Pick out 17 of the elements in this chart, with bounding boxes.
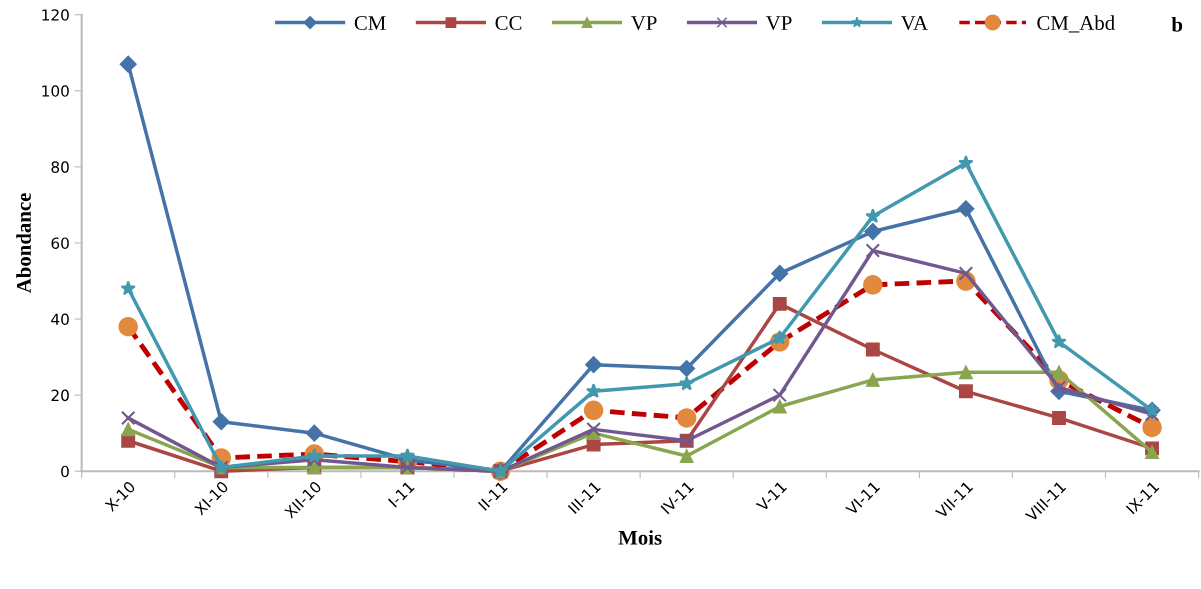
legend-label: VP <box>631 16 657 31</box>
x-tick-label: I-11 <box>388 480 415 508</box>
legend-label: CM <box>354 16 386 30</box>
legend-label: CC <box>495 16 522 30</box>
y-tick-label: 20 <box>51 389 69 402</box>
y-axis-title: Abondance <box>16 193 31 294</box>
x-axis-title: Mois <box>618 530 662 545</box>
annotation: b <box>1171 17 1183 32</box>
y-tick-label: 60 <box>51 237 69 249</box>
legend-label: VP <box>765 16 792 31</box>
y-tick-label: 0 <box>61 465 69 478</box>
y-tick-label: 80 <box>51 161 69 173</box>
y-tick-label: 120 <box>42 9 69 21</box>
legend-label: CM_Abd <box>1037 15 1115 33</box>
y-tick-label: 40 <box>51 313 69 326</box>
y-tick-label: 100 <box>42 85 69 97</box>
legend-label: VA <box>900 16 928 31</box>
